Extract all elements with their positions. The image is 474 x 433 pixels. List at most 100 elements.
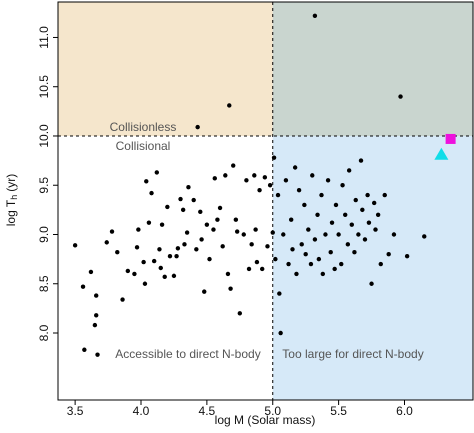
point — [144, 179, 149, 184]
point — [336, 232, 341, 237]
point — [178, 196, 183, 202]
point — [207, 256, 212, 262]
point — [373, 227, 378, 232]
point — [329, 220, 335, 225]
x-axis-label: log M (Solar mass) — [215, 413, 316, 427]
point — [154, 170, 160, 175]
point — [262, 175, 268, 180]
point — [398, 94, 403, 99]
point — [290, 247, 295, 252]
point — [180, 207, 186, 213]
point — [88, 269, 94, 275]
point — [212, 176, 217, 181]
y-tick-label: 8.5 — [37, 275, 51, 292]
point — [244, 178, 249, 183]
point — [404, 253, 410, 259]
point — [162, 274, 167, 280]
point — [278, 330, 283, 336]
point — [343, 212, 348, 217]
point — [80, 284, 86, 289]
point — [253, 227, 258, 232]
point — [157, 247, 162, 252]
point — [382, 192, 387, 198]
x-tick-label: 4.5 — [199, 404, 216, 418]
point — [104, 240, 109, 245]
y-tick-label: 11.0 — [37, 26, 51, 49]
point — [94, 313, 99, 318]
point — [198, 209, 203, 215]
point — [141, 259, 146, 265]
point — [184, 230, 190, 235]
point — [217, 205, 223, 211]
point — [366, 220, 372, 225]
point — [215, 217, 220, 222]
point — [310, 173, 315, 178]
point — [358, 158, 364, 163]
point — [356, 232, 361, 237]
point — [288, 217, 294, 222]
special-marker — [445, 133, 456, 144]
point — [225, 271, 231, 277]
point — [365, 192, 370, 198]
point — [249, 242, 254, 247]
point — [422, 234, 427, 239]
point — [303, 251, 308, 257]
point — [237, 311, 243, 316]
point — [292, 165, 298, 170]
annotation: Collisional — [116, 139, 171, 153]
point — [319, 192, 324, 198]
point — [159, 222, 165, 227]
point — [294, 271, 299, 277]
plot — [72, 13, 456, 357]
x-tick-label: 4.0 — [133, 404, 150, 418]
point — [72, 243, 78, 248]
point — [175, 246, 181, 251]
y-label-main: log T — [4, 199, 18, 226]
point — [220, 244, 225, 249]
point — [92, 322, 98, 328]
point — [231, 163, 236, 168]
point — [352, 250, 357, 255]
point — [281, 232, 286, 237]
x-tick-label: 5.5 — [330, 404, 347, 418]
point — [254, 259, 260, 265]
y-tick-label: 10.5 — [37, 75, 51, 99]
point — [332, 266, 337, 272]
point — [246, 266, 252, 272]
y-tick-label: 9.5 — [37, 177, 51, 194]
point — [391, 232, 397, 237]
point — [191, 197, 196, 203]
point — [223, 173, 228, 178]
point — [360, 207, 365, 213]
point — [345, 242, 351, 247]
annotation: Accessible to direct N-body — [115, 347, 260, 361]
point — [204, 222, 210, 227]
point — [234, 229, 240, 234]
point — [270, 230, 275, 235]
region — [272, 135, 473, 400]
point — [312, 13, 318, 18]
point — [211, 227, 216, 232]
point — [186, 185, 191, 190]
point — [167, 253, 173, 259]
region — [272, 2, 473, 136]
point — [283, 178, 289, 183]
point — [378, 261, 383, 267]
annotation: Too large for direct N-body — [282, 347, 423, 361]
point — [149, 190, 154, 196]
point — [328, 250, 333, 255]
point — [375, 212, 381, 217]
point — [146, 220, 152, 225]
point — [109, 229, 115, 234]
x-tick-label: 3.5 — [67, 404, 84, 418]
point — [267, 183, 273, 188]
y-tick-label: 10.0 — [37, 124, 51, 148]
point — [95, 352, 100, 357]
point — [346, 168, 352, 173]
point — [202, 289, 207, 294]
point — [286, 261, 291, 267]
point — [271, 155, 277, 160]
point — [308, 261, 314, 267]
point — [277, 291, 282, 296]
point — [252, 173, 257, 178]
